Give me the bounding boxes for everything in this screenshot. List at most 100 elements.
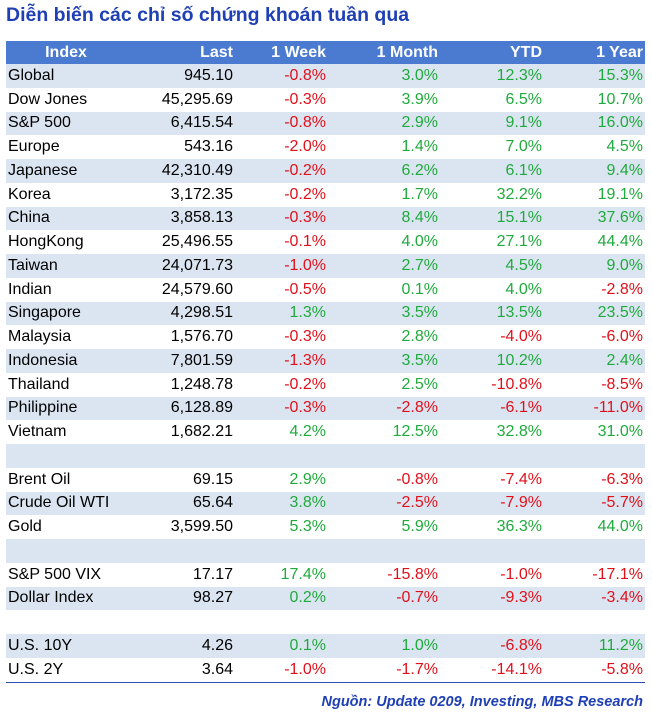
change-1-month-cell: 3.5% bbox=[401, 351, 438, 369]
table-row: Japanese 42,310.49 -0.2% 6.2% 6.1% 9.4% bbox=[6, 159, 645, 183]
change-1-year-cell: -11.0% bbox=[593, 399, 643, 417]
change-1-month-cell: -2.8% bbox=[396, 399, 438, 417]
change-1-month-cell: 1.4% bbox=[401, 138, 438, 156]
change-ytd-cell: -10.8% bbox=[491, 375, 542, 393]
last-value-cell: 4.26 bbox=[201, 636, 233, 654]
index-name-cell: Crude Oil WTI bbox=[8, 494, 110, 512]
index-name-cell: Taiwan bbox=[8, 256, 58, 274]
change-1-year-cell: 37.6% bbox=[597, 209, 643, 227]
change-1-year-cell: 31.0% bbox=[597, 423, 643, 441]
index-name-cell: Indonesia bbox=[8, 351, 78, 369]
table-row: China 3,858.13 -0.3% 8.4% 15.1% 37.6% bbox=[6, 206, 645, 231]
change-ytd-cell: 6.1% bbox=[505, 161, 542, 179]
change-ytd-cell: 15.1% bbox=[496, 209, 542, 227]
last-value-cell: 1,682.21 bbox=[170, 423, 233, 441]
change-1-year-cell: 44.4% bbox=[597, 233, 643, 251]
change-ytd-cell: 27.1% bbox=[496, 233, 542, 251]
last-value-cell: 4,298.51 bbox=[170, 304, 233, 322]
change-1-month-cell: -1.7% bbox=[396, 660, 438, 678]
index-name-cell: Indian bbox=[8, 280, 52, 298]
change-1-year-cell: 4.5% bbox=[606, 138, 643, 156]
last-value-cell: 1,576.70 bbox=[170, 328, 233, 346]
column-header-index: Index bbox=[45, 43, 87, 61]
index-name-cell: Dollar Index bbox=[8, 589, 94, 607]
table-spacer-row bbox=[6, 610, 645, 634]
index-performance-table: Index Last 1 Week 1 Month YTD 1 Year Glo… bbox=[6, 41, 645, 683]
change-1-week-cell: 2.9% bbox=[289, 470, 326, 488]
index-name-cell: Japanese bbox=[8, 161, 78, 179]
table-spacer-row bbox=[6, 444, 645, 468]
change-1-year-cell: 10.7% bbox=[597, 90, 643, 108]
change-ytd-cell: 36.3% bbox=[496, 518, 542, 536]
change-1-month-cell: -0.8% bbox=[396, 470, 438, 488]
change-1-month-cell: 12.5% bbox=[392, 423, 438, 441]
change-1-week-cell: -0.2% bbox=[284, 161, 326, 179]
change-ytd-cell: 32.2% bbox=[496, 185, 542, 203]
change-1-month-cell: 0.1% bbox=[401, 280, 438, 298]
change-1-year-cell: -2.8% bbox=[601, 280, 643, 298]
table-row: HongKong 25,496.55 -0.1% 4.0% 27.1% 44.4% bbox=[6, 230, 645, 254]
change-1-year-cell: -3.4% bbox=[601, 589, 643, 607]
index-name-cell: HongKong bbox=[8, 233, 84, 251]
change-1-week-cell: -0.2% bbox=[284, 375, 326, 393]
change-1-week-cell: 17.4% bbox=[280, 565, 326, 583]
change-1-year-cell: -6.3% bbox=[601, 470, 643, 488]
index-name-cell: U.S. 2Y bbox=[8, 660, 64, 678]
change-1-year-cell: -17.1% bbox=[592, 565, 643, 583]
change-1-week-cell: -1.0% bbox=[284, 660, 326, 678]
index-name-cell: U.S. 10Y bbox=[8, 636, 73, 654]
index-name-cell: Europe bbox=[8, 138, 60, 156]
change-1-week-cell: -0.2% bbox=[284, 185, 326, 203]
table-row: Korea 3,172.35 -0.2% 1.7% 32.2% 19.1% bbox=[6, 182, 645, 207]
table-row: Dollar Index 98.27 0.2% -0.7% -9.3% -3.4% bbox=[6, 586, 645, 611]
last-value-cell: 45,295.69 bbox=[161, 90, 233, 108]
column-header-1-year: 1 Year bbox=[596, 43, 643, 61]
last-value-cell: 24,579.60 bbox=[161, 280, 233, 298]
index-name-cell: Gold bbox=[8, 518, 42, 536]
change-1-year-cell: 9.4% bbox=[606, 161, 643, 179]
change-1-year-cell: 2.4% bbox=[606, 351, 643, 369]
table-row: Global 945.10 -0.8% 3.0% 12.3% 15.3% bbox=[6, 64, 645, 88]
index-name-cell: Malaysia bbox=[8, 328, 72, 346]
index-name-cell: Singapore bbox=[8, 304, 81, 322]
last-value-cell: 1,248.78 bbox=[170, 375, 233, 393]
table-row: S&P 500 6,415.54 -0.8% 2.9% 9.1% 16.0% bbox=[6, 111, 645, 136]
change-ytd-cell: -1.0% bbox=[500, 565, 542, 583]
change-1-year-cell: 44.0% bbox=[597, 518, 643, 536]
change-ytd-cell: 4.0% bbox=[505, 280, 542, 298]
last-value-cell: 6,415.54 bbox=[170, 114, 233, 132]
change-1-month-cell: 8.4% bbox=[401, 209, 438, 227]
table-row: Crude Oil WTI 65.64 3.8% -2.5% -7.9% -5.7% bbox=[6, 491, 645, 516]
change-1-week-cell: -1.0% bbox=[284, 256, 326, 274]
last-value-cell: 25,496.55 bbox=[161, 233, 233, 251]
change-ytd-cell: -7.9% bbox=[500, 494, 542, 512]
change-1-week-cell: -0.3% bbox=[284, 209, 326, 227]
table-row: Philippine 6,128.89 -0.3% -2.8% -6.1% -11.0% bbox=[6, 396, 645, 421]
change-1-year-cell: 16.0% bbox=[597, 114, 643, 132]
change-1-week-cell: -0.1% bbox=[284, 233, 326, 251]
change-1-month-cell: 4.0% bbox=[401, 233, 438, 251]
change-ytd-cell: 6.5% bbox=[505, 90, 542, 108]
change-1-month-cell: -2.5% bbox=[396, 494, 438, 512]
table-row: Malaysia 1,576.70 -0.3% 2.8% -4.0% -6.0% bbox=[6, 325, 645, 349]
table-row: Indian 24,579.60 -0.5% 0.1% 4.0% -2.8% bbox=[6, 277, 645, 302]
change-1-week-cell: -0.8% bbox=[284, 114, 326, 132]
page-title: Diễn biến các chỉ số chứng khoán tuần qu… bbox=[6, 4, 410, 26]
index-name-cell: China bbox=[8, 209, 50, 227]
change-1-week-cell: 0.1% bbox=[289, 636, 326, 654]
change-ytd-cell: -6.1% bbox=[500, 399, 542, 417]
table-header-row: Index Last 1 Week 1 Month YTD 1 Year bbox=[6, 41, 645, 64]
table-row: Vietnam 1,682.21 4.2% 12.5% 32.8% 31.0% bbox=[6, 420, 645, 444]
last-value-cell: 6,128.89 bbox=[170, 399, 233, 417]
change-1-week-cell: -0.5% bbox=[284, 280, 326, 298]
change-1-month-cell: -15.8% bbox=[387, 565, 438, 583]
change-1-week-cell: 4.2% bbox=[289, 423, 326, 441]
index-name-cell: Global bbox=[8, 66, 55, 84]
table-row: Singapore 4,298.51 1.3% 3.5% 13.5% 23.5% bbox=[6, 301, 645, 326]
change-ytd-cell: 9.1% bbox=[505, 114, 542, 132]
change-1-year-cell: 15.3% bbox=[597, 66, 643, 84]
column-header-last: Last bbox=[200, 43, 233, 61]
change-1-year-cell: 23.5% bbox=[597, 304, 643, 322]
column-header-1-week: 1 Week bbox=[271, 43, 326, 61]
last-value-cell: 65.64 bbox=[192, 494, 233, 512]
